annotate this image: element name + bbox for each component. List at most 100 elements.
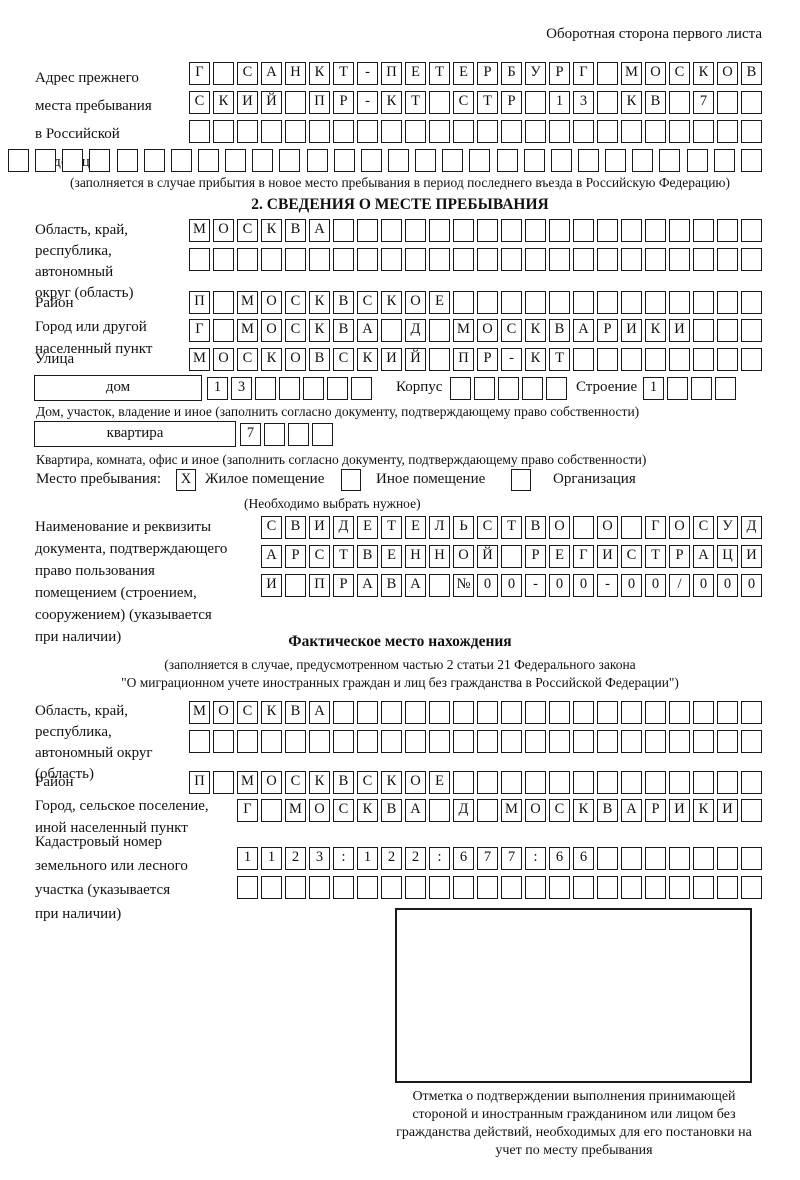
char-cell[interactable]: П xyxy=(453,348,474,371)
char-cell[interactable] xyxy=(621,701,642,724)
char-cell[interactable]: С xyxy=(477,516,498,539)
char-cell[interactable]: С xyxy=(549,799,570,822)
char-cell[interactable] xyxy=(453,876,474,899)
char-cell[interactable]: Е xyxy=(453,62,474,85)
char-cell[interactable]: - xyxy=(525,574,546,597)
char-cell[interactable]: М xyxy=(237,771,258,794)
char-cell[interactable] xyxy=(597,291,618,314)
char-cell[interactable]: К xyxy=(261,219,282,242)
char-cell[interactable]: 0 xyxy=(549,574,570,597)
char-cell[interactable]: С xyxy=(669,62,690,85)
char-cell[interactable] xyxy=(669,701,690,724)
char-cell[interactable] xyxy=(525,730,546,753)
char-cell[interactable]: 1 xyxy=(237,847,258,870)
char-cell[interactable] xyxy=(405,120,426,143)
char-cell[interactable] xyxy=(715,377,736,400)
char-cell[interactable] xyxy=(549,701,570,724)
char-cell[interactable]: О xyxy=(477,319,498,342)
char-cell[interactable] xyxy=(333,701,354,724)
char-cell[interactable]: 7 xyxy=(693,91,714,114)
char-cell[interactable]: Т xyxy=(645,545,666,568)
char-cell[interactable]: Р xyxy=(549,62,570,85)
char-cell[interactable]: Е xyxy=(405,516,426,539)
char-cell[interactable] xyxy=(477,701,498,724)
char-cell[interactable] xyxy=(213,120,234,143)
char-cell[interactable]: М xyxy=(453,319,474,342)
char-cell[interactable] xyxy=(597,730,618,753)
char-cell[interactable] xyxy=(252,149,274,172)
char-cell[interactable] xyxy=(429,701,450,724)
char-cell[interactable]: А xyxy=(573,319,594,342)
char-cell[interactable] xyxy=(261,876,282,899)
char-cell[interactable] xyxy=(309,730,330,753)
char-cell[interactable] xyxy=(645,120,666,143)
char-cell[interactable]: М xyxy=(501,799,522,822)
char-cell[interactable] xyxy=(415,149,437,172)
char-cell[interactable]: С xyxy=(621,545,642,568)
char-cell[interactable] xyxy=(669,771,690,794)
char-cell[interactable] xyxy=(327,377,348,400)
char-cell[interactable]: В xyxy=(381,799,402,822)
char-cell[interactable] xyxy=(740,149,762,172)
char-cell[interactable]: И xyxy=(597,545,618,568)
char-cell[interactable] xyxy=(453,219,474,242)
char-cell[interactable] xyxy=(525,120,546,143)
char-cell[interactable]: Р xyxy=(333,91,354,114)
char-cell[interactable]: О xyxy=(213,701,234,724)
char-cell[interactable] xyxy=(453,120,474,143)
char-cell[interactable] xyxy=(621,771,642,794)
char-cell[interactable]: В xyxy=(645,91,666,114)
char-cell[interactable] xyxy=(717,876,738,899)
char-cell[interactable]: - xyxy=(357,91,378,114)
char-cell[interactable] xyxy=(477,120,498,143)
char-cell[interactable]: С xyxy=(285,771,306,794)
char-cell[interactable]: Г xyxy=(645,516,666,539)
char-cell[interactable]: Т xyxy=(333,545,354,568)
char-cell[interactable]: : xyxy=(429,847,450,870)
char-cell[interactable] xyxy=(285,876,306,899)
char-cell[interactable] xyxy=(381,248,402,271)
char-cell[interactable]: К xyxy=(381,771,402,794)
char-cell[interactable]: Т xyxy=(429,62,450,85)
char-cell[interactable]: К xyxy=(381,91,402,114)
char-cell[interactable]: О xyxy=(261,771,282,794)
char-cell[interactable] xyxy=(669,248,690,271)
char-cell[interactable]: П xyxy=(381,62,402,85)
char-cell[interactable]: С xyxy=(237,219,258,242)
char-cell[interactable] xyxy=(741,876,762,899)
char-cell[interactable]: 1 xyxy=(643,377,664,400)
char-cell[interactable] xyxy=(577,149,599,172)
char-cell[interactable] xyxy=(645,291,666,314)
char-cell[interactable] xyxy=(8,149,29,172)
char-cell[interactable] xyxy=(549,120,570,143)
char-cell[interactable]: А xyxy=(357,319,378,342)
char-cell[interactable]: Г xyxy=(189,62,210,85)
char-cell[interactable] xyxy=(405,219,426,242)
char-cell[interactable] xyxy=(621,120,642,143)
char-cell[interactable]: К xyxy=(693,799,714,822)
char-cell[interactable]: К xyxy=(213,91,234,114)
char-cell[interactable] xyxy=(669,348,690,371)
char-cell[interactable]: И xyxy=(261,574,282,597)
char-cell[interactable] xyxy=(477,876,498,899)
char-cell[interactable]: 7 xyxy=(240,423,261,446)
char-cell[interactable] xyxy=(741,248,762,271)
char-cell[interactable] xyxy=(549,771,570,794)
char-cell[interactable] xyxy=(693,876,714,899)
char-cell[interactable]: О xyxy=(309,799,330,822)
char-cell[interactable]: О xyxy=(669,516,690,539)
char-cell[interactable]: Т xyxy=(405,91,426,114)
char-cell[interactable] xyxy=(261,799,282,822)
char-cell[interactable] xyxy=(501,701,522,724)
char-cell[interactable]: / xyxy=(669,574,690,597)
char-cell[interactable] xyxy=(693,319,714,342)
char-cell[interactable] xyxy=(381,319,402,342)
char-cell[interactable] xyxy=(741,348,762,371)
char-cell[interactable] xyxy=(741,847,762,870)
char-cell[interactable]: Т xyxy=(333,62,354,85)
char-cell[interactable]: Н xyxy=(405,545,426,568)
char-cell[interactable] xyxy=(264,423,285,446)
char-cell[interactable]: М xyxy=(189,701,210,724)
char-cell[interactable] xyxy=(717,701,738,724)
char-cell[interactable] xyxy=(285,91,306,114)
